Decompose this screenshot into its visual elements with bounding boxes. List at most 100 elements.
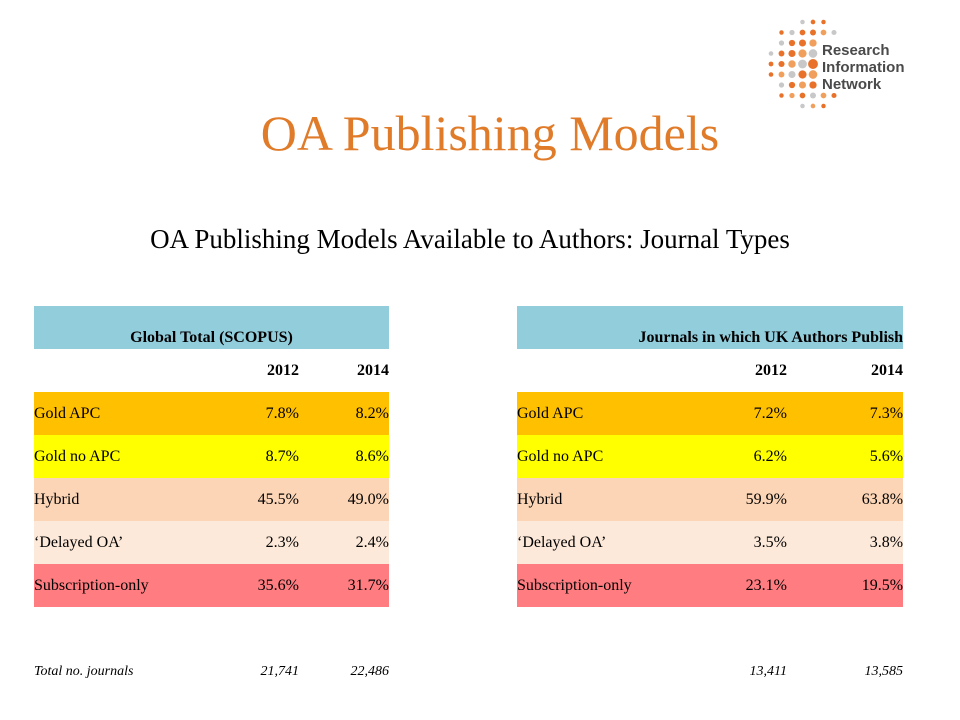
logo-text: Research Information Network	[822, 42, 905, 93]
year-2012: 2012	[267, 361, 299, 379]
value-2012: 8.7%	[204, 435, 299, 478]
logo-dot	[808, 49, 818, 58]
rin-logo: Research Information Network	[765, 14, 915, 114]
value-2014: 3.8%	[787, 521, 904, 564]
table-header: Journals in which UK Authors Publish	[517, 306, 904, 349]
blank-row	[34, 607, 389, 650]
logo-dot	[779, 93, 784, 98]
row-label: Gold no APC	[34, 435, 204, 478]
total-label: Total no. journals	[34, 663, 134, 679]
table-row: Gold no APC 6.2% 5.6%	[517, 435, 904, 478]
row-label: Gold APC	[34, 392, 204, 435]
table-row: Gold no APC 8.7% 8.6%	[34, 435, 389, 478]
logo-dot	[798, 70, 807, 79]
logo-dot	[798, 81, 807, 89]
value-2014: 31.7%	[299, 564, 389, 607]
logo-dot	[810, 103, 816, 109]
table-row: Subscription-only 35.6% 31.7%	[34, 564, 389, 607]
year-2012: 2012	[755, 361, 787, 379]
table-row: Subscription-only 23.1% 19.5%	[517, 564, 904, 607]
total-row: 13,411 13,585	[517, 650, 903, 693]
years-blank	[517, 349, 687, 392]
logo-dot	[831, 29, 837, 36]
years-row: 2012 2014	[517, 349, 903, 392]
logo-dots-icon	[768, 19, 837, 109]
logo-dot	[820, 29, 827, 36]
total-row: Total no. journals 21,741 22,486	[34, 650, 389, 693]
row-label: Subscription-only	[517, 564, 687, 607]
value-2014: 49.0%	[299, 478, 389, 521]
table-header-row: Journals in which UK Authors Publish	[517, 306, 904, 349]
total-2014: 22,486	[350, 663, 390, 679]
table-row: ‘Delayed OA’ 2.3% 2.4%	[34, 521, 389, 564]
logo-dot	[798, 49, 807, 58]
years-blank	[34, 349, 204, 392]
value-2012: 7.8%	[204, 392, 299, 435]
logo-dot	[831, 92, 837, 99]
total-2014: 13,585	[864, 663, 904, 679]
logo-dot	[789, 92, 795, 99]
row-label: Subscription-only	[34, 564, 204, 607]
logo-dot	[788, 39, 796, 47]
value-2014: 2.4%	[299, 521, 389, 564]
logo-dot	[779, 30, 784, 35]
value-2012: 35.6%	[204, 564, 299, 607]
logo-line-research: Research	[822, 42, 890, 59]
total-label	[517, 650, 687, 693]
row-label: Hybrid	[517, 478, 687, 521]
logo-dot	[809, 39, 817, 47]
logo-dot	[798, 59, 807, 69]
table-header-row: Global Total (SCOPUS)	[34, 306, 389, 349]
row-label: Gold APC	[517, 392, 687, 435]
value-2014: 5.6%	[787, 435, 904, 478]
logo-dot	[788, 49, 796, 58]
year-2014: 2014	[357, 361, 389, 379]
logo-dot	[778, 71, 785, 78]
total-2012: 13,411	[749, 663, 787, 679]
logo-dot	[810, 29, 816, 36]
logo-line-information: Information	[822, 59, 905, 76]
logo-dot	[800, 19, 805, 25]
value-2012: 2.3%	[204, 521, 299, 564]
table-row: ‘Delayed OA’ 3.5% 3.8%	[517, 521, 904, 564]
row-label: ‘Delayed OA’	[517, 521, 687, 564]
row-label: ‘Delayed OA’	[34, 521, 204, 564]
logo-dot	[778, 40, 785, 46]
value-2014: 63.8%	[787, 478, 904, 521]
table-header: Global Total (SCOPUS)	[34, 306, 389, 349]
total-2012: 21,741	[260, 663, 300, 679]
uk-authors-table: Journals in which UK Authors Publish 201…	[517, 306, 904, 693]
value-2012: 7.2%	[687, 392, 787, 435]
logo-dot	[810, 19, 816, 25]
table-row: Hybrid 45.5% 49.0%	[34, 478, 389, 521]
page-title: OA Publishing Models	[260, 105, 720, 161]
row-label: Gold no APC	[517, 435, 687, 478]
logo-dot	[800, 103, 805, 109]
value-2014: 7.3%	[787, 392, 904, 435]
logo-dot	[778, 82, 785, 88]
table-row: Gold APC 7.2% 7.3%	[517, 392, 904, 435]
logo-dot	[808, 70, 818, 79]
value-2014: 8.2%	[299, 392, 389, 435]
logo-dot	[799, 29, 806, 36]
logo-dot	[798, 39, 807, 47]
global-total-table: Global Total (SCOPUS) 2012 2014 Gold APC…	[34, 306, 389, 693]
logo-dot	[821, 19, 826, 25]
value-2012: 3.5%	[687, 521, 787, 564]
logo-dot	[810, 92, 816, 99]
logo-dot	[799, 92, 806, 99]
logo-dot	[809, 81, 817, 89]
value-2014: 19.5%	[787, 564, 904, 607]
logo-line-network: Network	[822, 76, 882, 93]
value-2014: 8.6%	[299, 435, 389, 478]
logo-dot	[778, 60, 785, 68]
logo-dot	[788, 81, 796, 89]
value-2012: 45.5%	[204, 478, 299, 521]
table-row: Hybrid 59.9% 63.8%	[517, 478, 904, 521]
logo-dot	[820, 92, 827, 99]
logo-dot	[778, 50, 785, 57]
table-row: Gold APC 7.8% 8.2%	[34, 392, 389, 435]
blank-row	[517, 607, 903, 650]
logo-dot	[808, 59, 818, 69]
logo-dot	[768, 51, 774, 56]
